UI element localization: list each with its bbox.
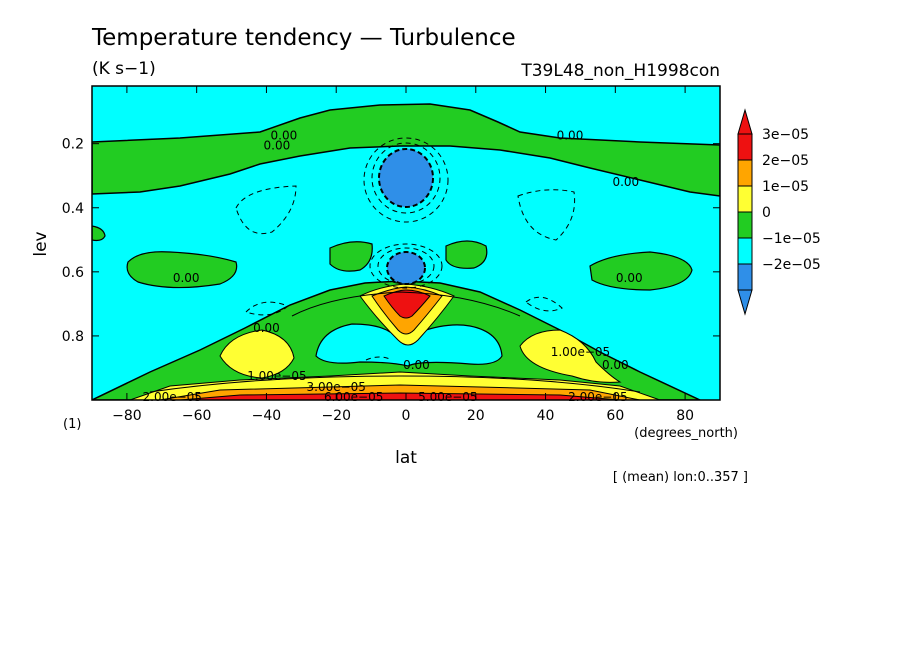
region-neg2-upper <box>378 148 434 208</box>
region-zero-left-blob <box>92 225 106 242</box>
region-zero-upper-band <box>92 103 720 197</box>
contour-label: 2.00e−05 <box>568 390 627 404</box>
contour-label: 0.00 <box>403 358 430 372</box>
contour-label: 0.00 <box>557 129 584 143</box>
x-tick-label: −40 <box>252 408 282 424</box>
units-label: (K s−1) <box>92 59 156 79</box>
region-zero-left-mid <box>126 251 238 289</box>
y-axis: 0.2 0.4 0.6 0.8 <box>62 137 720 345</box>
colorbar: 3e−05 2e−05 1e−05 0 −1e−05 −2e−05 <box>737 108 821 316</box>
colorbar-label: 0 <box>762 205 771 221</box>
colorbar-label: −1e−05 <box>762 231 821 247</box>
region-zero-center-right <box>445 240 488 269</box>
mean-note: [ (mean) lon:0..357 ] <box>613 470 748 485</box>
neg-contour-lower-mid <box>377 247 435 285</box>
neg-contour-left-low <box>245 301 289 316</box>
neg-contour-center-low <box>365 356 393 361</box>
contour-label: 6.00e−05 <box>324 390 383 404</box>
colorbar-cell <box>737 185 753 213</box>
experiment-label: T39L48_non_H1998con <box>520 61 720 81</box>
colorbar-cell <box>737 237 753 265</box>
region-pos1-left-lobe <box>219 329 295 379</box>
y-tick-label: 0.4 <box>62 201 84 217</box>
neg-contour-upper-mid <box>371 142 441 214</box>
contour-label: 0.00 <box>253 321 280 335</box>
colorbar-label: 2e−05 <box>762 153 809 169</box>
contour-label: 3.00e−05 <box>307 380 366 394</box>
negative-contours <box>235 137 576 361</box>
contour-label: 0.00 <box>616 271 643 285</box>
contour-label: 5.00e−05 <box>418 390 477 404</box>
contour-label: 1.00e−05 <box>247 369 306 383</box>
x-tick-label: 20 <box>467 408 485 424</box>
chart-title: Temperature tendency — Turbulence <box>91 25 516 51</box>
contour-label: 1.00e−05 <box>551 345 610 359</box>
contour-labels: 0.000.000.000.000.00 0.000.000.00 0.001.00… <box>143 129 643 404</box>
colorbar-cell <box>737 133 753 161</box>
positive-contours <box>149 291 641 393</box>
colorbar-label: −2e−05 <box>762 257 821 273</box>
neg-contour-lower-outer <box>369 243 443 289</box>
x-axis-units: (degrees_north) <box>634 426 738 441</box>
y-tick-label: 0.6 <box>62 265 84 281</box>
neg-contour-upper-outer <box>363 137 449 223</box>
x-tick-label: −20 <box>321 408 351 424</box>
colorbar-cell <box>737 159 753 187</box>
region-zero-right-mid <box>589 251 693 291</box>
contour-label: 2.00e−05 <box>143 390 202 404</box>
neg-contour-right-low <box>525 296 563 312</box>
x-tick-label: 60 <box>606 408 624 424</box>
region-pos3-center <box>383 289 431 319</box>
x-tick-label: 40 <box>537 408 555 424</box>
x-tick-label: 0 <box>402 408 411 424</box>
contour-label: 0.00 <box>271 129 298 143</box>
contour-label: 0.00 <box>264 138 291 152</box>
colorbar-cell <box>737 263 753 291</box>
y-tick-label: 0.8 <box>62 329 84 345</box>
colorbar-label: 3e−05 <box>762 127 809 143</box>
y-axis-label: lev <box>31 231 51 256</box>
colorbar-cell <box>737 211 753 239</box>
x-axis-label: lat <box>395 448 417 468</box>
plot-area <box>92 86 720 400</box>
pos-contour-bottom <box>149 375 641 393</box>
neg-contour-right-pocket <box>517 189 576 241</box>
y-tick-label: 0.2 <box>62 137 84 153</box>
contour-label: 0.00 <box>602 358 629 372</box>
x-tick-label: −80 <box>112 408 142 424</box>
x-tick-label: 80 <box>676 408 694 424</box>
region-pos1-right-lobe <box>519 329 622 383</box>
x-axis: −80 −60 −40 −20 0 20 40 60 80 <box>112 86 694 424</box>
colorbar-cap-bottom <box>737 289 753 316</box>
region-pos3-bottom-band <box>179 392 621 400</box>
x-tick-label: −60 <box>182 408 212 424</box>
contour-label: 0.00 <box>612 175 639 189</box>
region-neg2-lower <box>386 251 426 285</box>
pos-contour-center-outer <box>291 291 521 317</box>
colorbar-label: 1e−05 <box>762 179 809 195</box>
panel-index: (1) <box>63 417 81 432</box>
colorbar-cap-top <box>737 108 753 135</box>
region-zero-center-left <box>329 241 373 272</box>
contour-label: 0.00 <box>173 271 200 285</box>
